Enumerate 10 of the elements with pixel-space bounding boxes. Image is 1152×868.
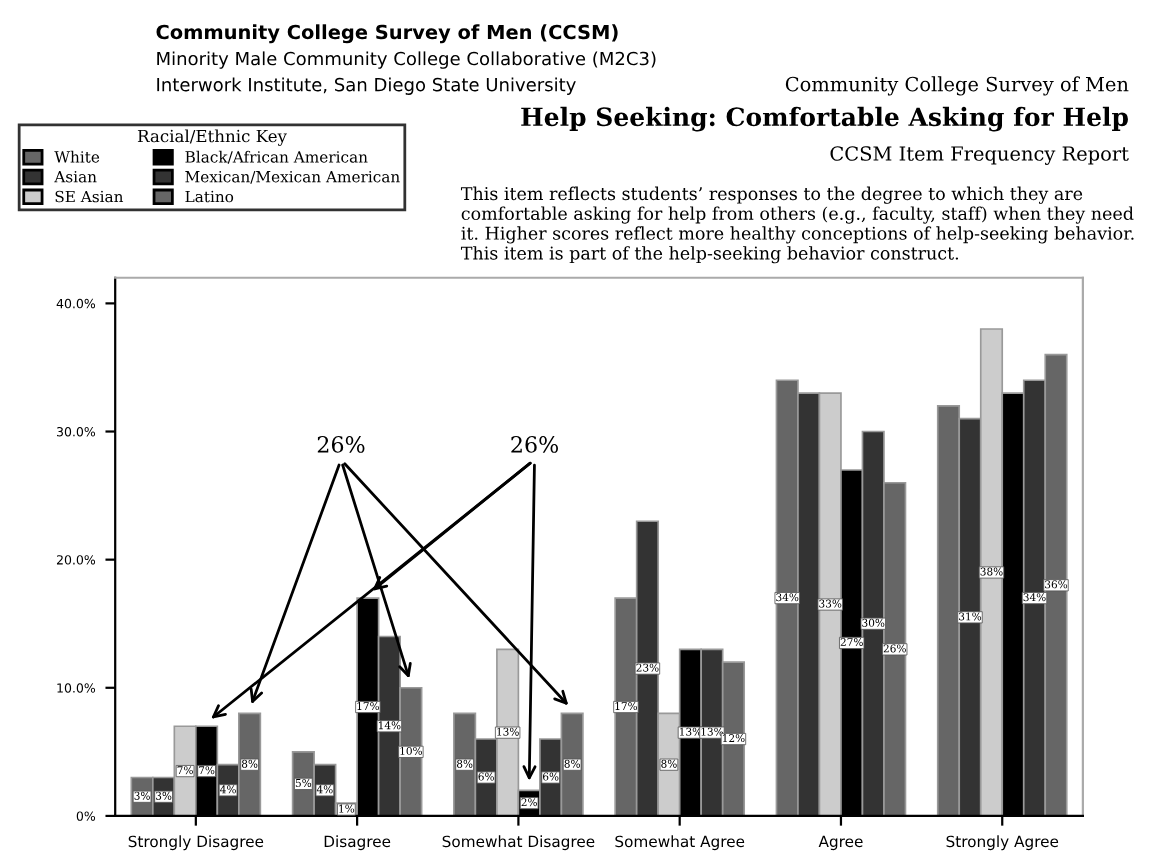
text: Community College Survey of Men (785, 76, 1129, 96)
text: Community College Survey of Men (CCSM) (156, 24, 618, 44)
text: This item reflects students’ responses to the degree to which they are comfortable asking for help from others (e.g., faculty, staff) when they need it. Higher scores reflect more healthy conceptions of help-seeking behavior. This item is part of the help-seeking behavior construct. (460, 186, 1134, 264)
text: Minority Male Community College Collaborative (M2C3) (157, 51, 656, 69)
annotation: 26% (511, 436, 558, 453)
chart-title: Help Seeking: Comfortable Asking for Help (521, 106, 1128, 132)
text: Interwork Institute, San Diego State University (157, 77, 576, 95)
legend-title: Racial/Ethnic Key (137, 129, 287, 146)
annotation: 26% (317, 436, 365, 453)
chart-subtitle: CCSM Item Frequency Report (830, 146, 1129, 165)
